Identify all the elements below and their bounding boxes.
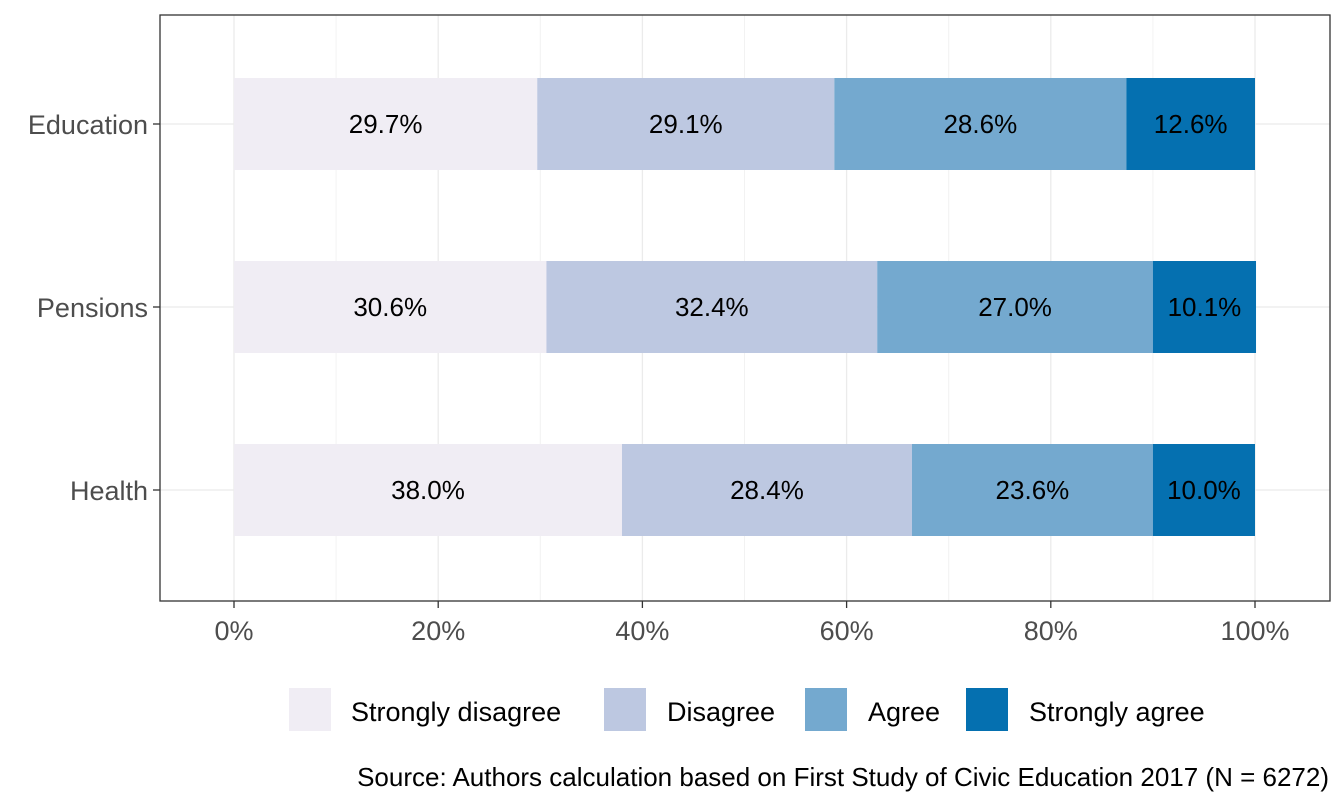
bar-health-strongly-disagree	[234, 444, 622, 536]
bar-label-pensions-agree: 27.0%	[978, 292, 1052, 322]
legend-key-strongly-disagree	[289, 688, 331, 731]
legend-label-strongly-agree: Strongly agree	[1029, 697, 1205, 727]
x-tick-label: 60%	[820, 616, 874, 646]
bar-label-education-strongly-disagree: 29.7%	[349, 109, 423, 139]
legend-key-disagree	[604, 688, 646, 731]
bar-pensions-strongly-disagree	[234, 261, 547, 353]
bar-label-health-agree: 23.6%	[996, 475, 1070, 505]
bar-education-strongly-disagree	[234, 78, 538, 170]
legend-label-agree: Agree	[868, 697, 940, 727]
bar-label-education-agree: 28.6%	[943, 109, 1017, 139]
bar-label-health-disagree: 28.4%	[730, 475, 804, 505]
legend-label-strongly-disagree: Strongly disagree	[351, 697, 561, 727]
y-tick-label-pensions: Pensions	[37, 293, 148, 323]
x-tick-label: 20%	[411, 616, 465, 646]
bar-health-strongly-agree	[1152, 444, 1255, 536]
bar-health-disagree	[621, 444, 912, 536]
bar-pensions-disagree	[546, 261, 878, 353]
bar-label-education-disagree: 29.1%	[649, 109, 723, 139]
bar-pensions-strongly-agree	[1152, 261, 1257, 353]
bar-label-education-strongly-agree: 12.6%	[1154, 109, 1228, 139]
x-tick-label: 80%	[1024, 616, 1078, 646]
bar-label-health-strongly-agree: 10.0%	[1167, 475, 1241, 505]
bar-pensions-agree	[877, 261, 1153, 353]
x-tick-label: 100%	[1220, 616, 1289, 646]
legend-key-strongly-agree	[966, 688, 1008, 731]
legend: Strongly disagree Disagree Agree Strongly a…	[289, 688, 1205, 731]
legend-key-agree	[805, 688, 847, 731]
axis-layer: Education Pensions Health 0% 20% 40% 60% 80% 100…	[28, 110, 1290, 646]
legend-label-disagree: Disagree	[667, 697, 775, 727]
bar-label-health-strongly-disagree: 38.0%	[391, 475, 465, 505]
bar-education-disagree	[537, 78, 835, 170]
panel-border	[159, 14, 1331, 602]
y-tick-label-education: Education	[28, 110, 148, 140]
bar-health-agree	[911, 444, 1153, 536]
chart-caption: Source: Authors calculation based on Fir…	[357, 762, 1329, 792]
x-tick-label: 40%	[615, 616, 669, 646]
y-tick-label-health: Health	[70, 476, 148, 506]
x-tick-label: 0%	[214, 616, 253, 646]
bar-education-strongly-agree	[1126, 78, 1255, 170]
bar-label-pensions-strongly-agree: 10.1%	[1168, 292, 1242, 322]
bar-label-pensions-disagree: 32.4%	[675, 292, 749, 322]
bar-education-agree	[834, 78, 1127, 170]
bar-label-pensions-strongly-disagree: 30.6%	[353, 292, 427, 322]
bars-layer: 29.7% 29.1% 28.6% 12.6% 30.6% 32.4% 27.0% 10.1%…	[234, 78, 1257, 536]
